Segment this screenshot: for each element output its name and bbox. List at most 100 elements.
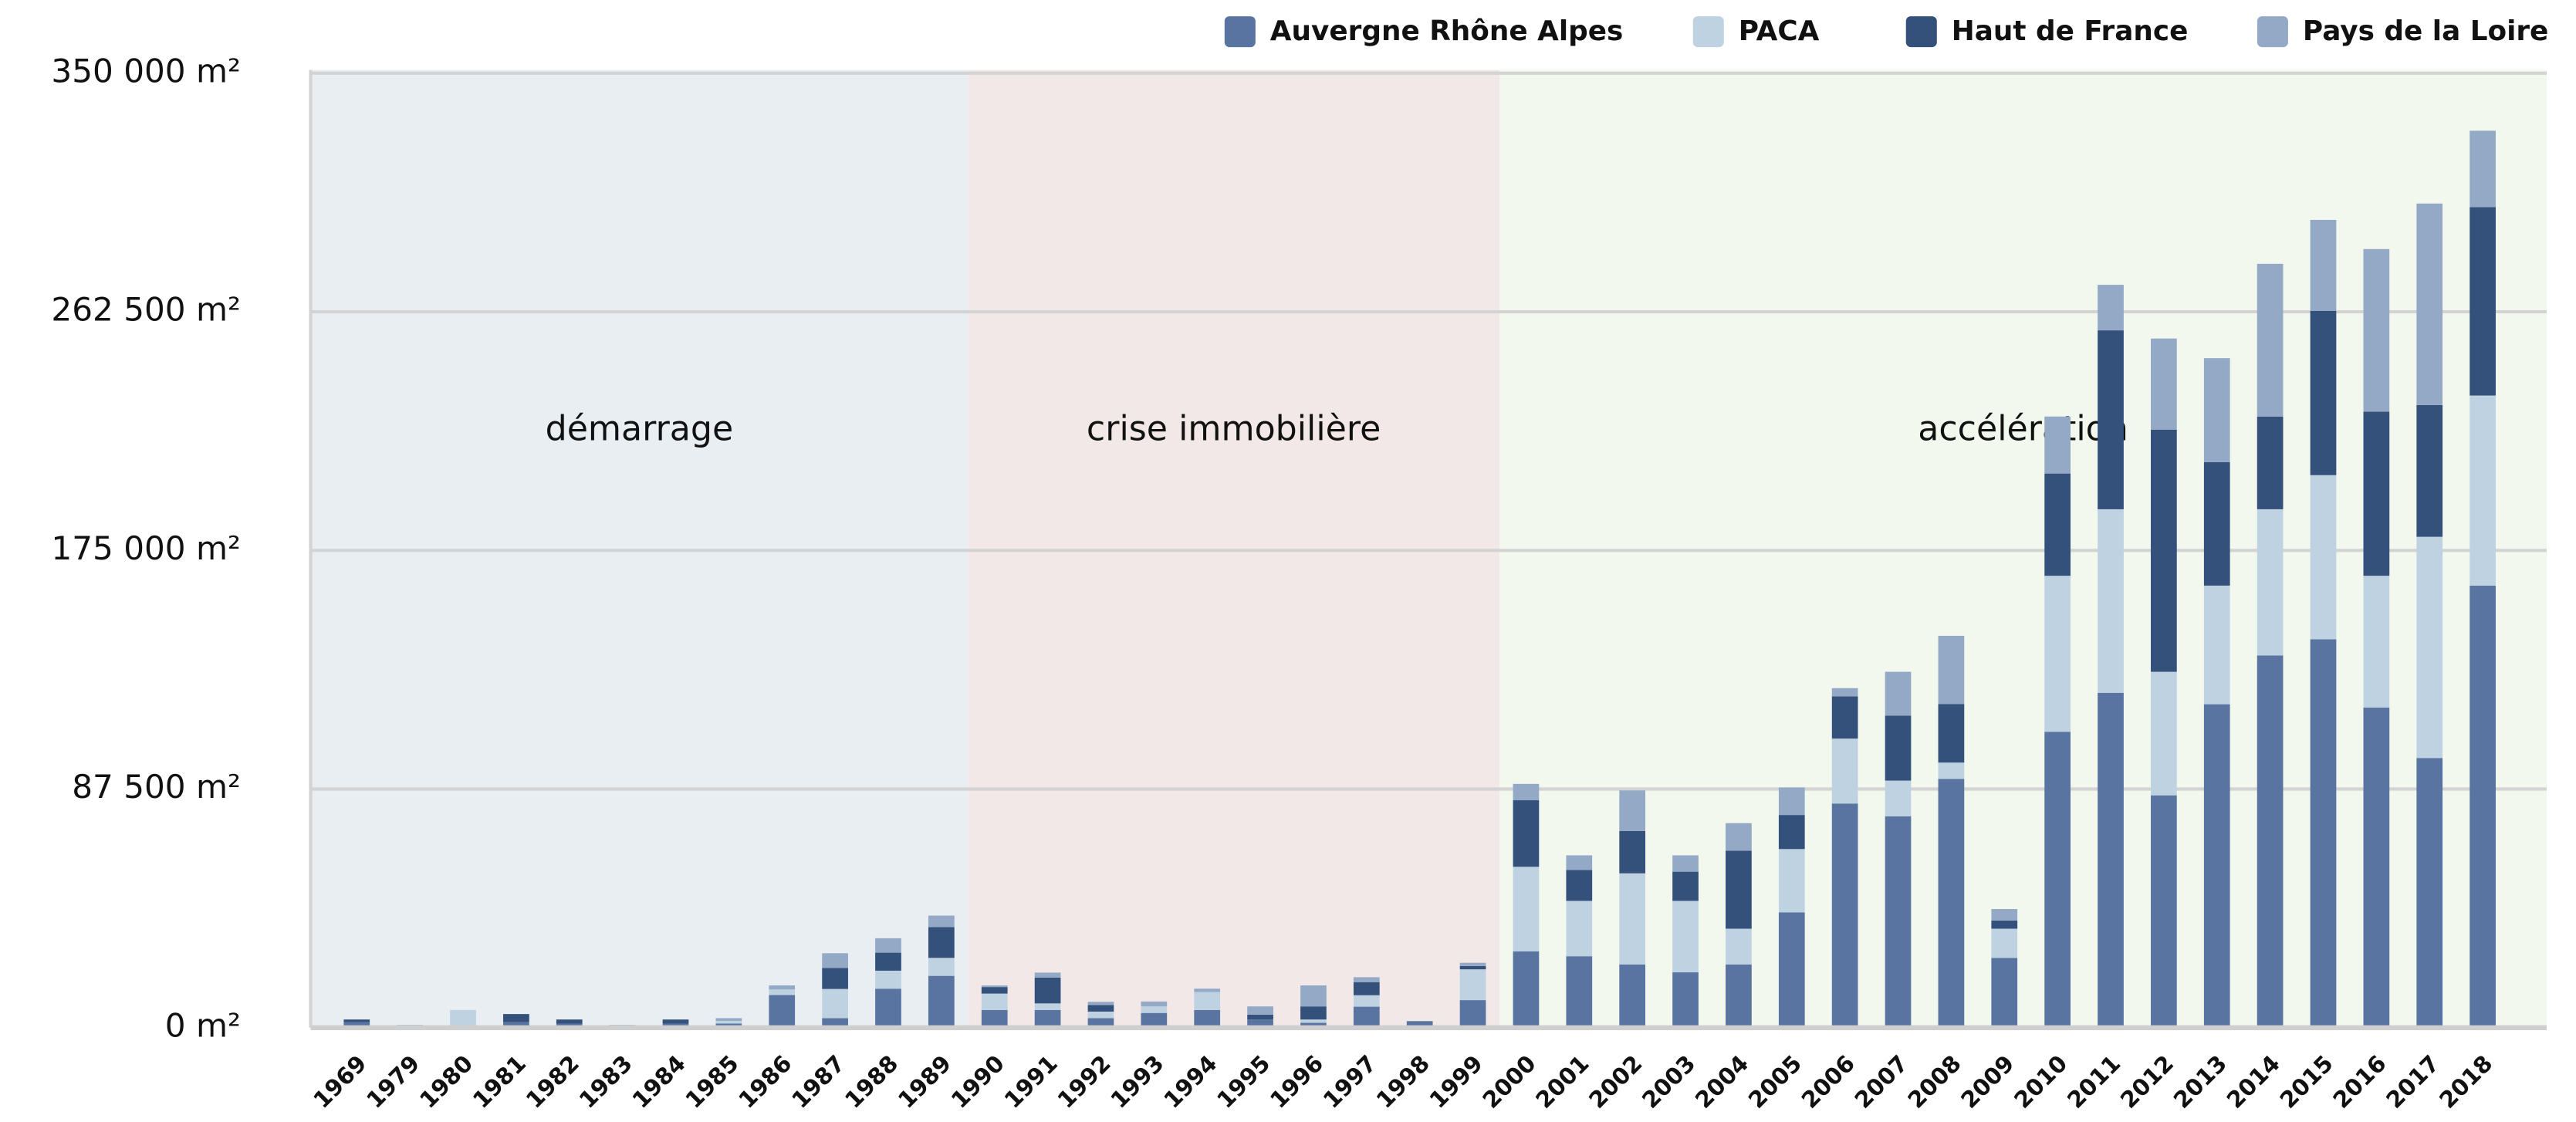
bar-segment [2416,758,2443,1028]
x-tick-label: 2000 [1478,1050,1541,1114]
bar-segment [1566,901,1593,957]
x-tick-label: 1979 [361,1050,424,1114]
bar-segment [822,968,848,989]
bar-segment [2098,330,2124,509]
bar-segment [1406,1021,1433,1028]
bar-segment [1619,964,1646,1028]
x-tick-label: 2013 [2169,1050,2232,1114]
x-tick-label: 2004 [1690,1050,1753,1114]
bar-segment [1991,920,2018,929]
bar-segment [1513,783,1540,801]
x-tick-label: 1999 [1425,1050,1488,1114]
x-tick-label: 1997 [1318,1050,1381,1114]
bar-segment [2257,509,2284,656]
legend-label: Pays de la Loire [2303,15,2548,47]
bar-segment [1247,1006,1273,1015]
bar-segment [875,938,901,953]
bar-segment [1513,800,1540,867]
x-tick-label: 1992 [1053,1050,1116,1114]
bar-segment [1194,989,1221,992]
x-tick-label: 1990 [946,1050,1009,1114]
bar-segment [1672,855,1699,872]
bar-segment [1087,1002,1114,1005]
legend-swatch [1224,16,1256,48]
bar-segment [1726,823,1752,851]
x-tick-label: 1981 [468,1050,531,1114]
bar-segment [928,927,955,958]
x-tick-label: 1984 [627,1050,691,1114]
bar-segment [1885,715,1912,781]
bar-segment [1034,1009,1061,1028]
x-tick-label: 1969 [309,1050,372,1114]
legend-label: Haut de France [1952,15,2189,47]
x-tick-label: 2018 [2434,1050,2497,1114]
bar-segment [1300,1019,1327,1023]
bar-segment [1672,871,1699,901]
bar-segment [981,1009,1008,1028]
bar-segment [2257,655,2284,1028]
bar-segment [1353,995,1380,1007]
x-tick-label: 1991 [999,1050,1063,1114]
bar-segment [1034,1003,1061,1010]
bar-segment [2310,639,2337,1028]
bar-segment [1513,951,1540,1028]
bar-segment [981,985,1008,988]
bar-segment [715,1018,742,1021]
x-tick-label: 2010 [2009,1050,2072,1114]
x-tick-label: 1980 [414,1050,478,1114]
bar-segment [1619,873,1646,965]
bar-segment [1619,830,1646,874]
bar-segment [1831,688,1858,697]
bar-segment [1778,787,1805,816]
period-label: démarrage [546,409,734,448]
bar-segment [1459,965,1486,970]
bar-segment [1885,816,1912,1028]
bar-segment [1141,1012,1168,1028]
bar-segment [1034,972,1061,978]
bar-segment [2470,130,2496,208]
bar-segment [2044,416,2071,474]
bar-segment [2044,576,2071,732]
x-tick-label: 2007 [1850,1050,1913,1114]
bar-segment [1778,815,1805,850]
legend-swatch [1692,16,1724,48]
bar-segment [2098,692,2124,1028]
bar-segment [769,995,796,1028]
bar-segment [1619,790,1646,831]
bar-segment [822,953,848,968]
x-tick-label: 2003 [1637,1050,1700,1114]
x-tick-label: 2014 [2222,1050,2285,1114]
legend-label: Auvergne Rhône Alpes [1270,15,1624,47]
bar-segment [769,989,796,995]
bar-segment [822,989,848,1019]
bar-segment [1938,635,1965,705]
bar-segment [2310,219,2337,312]
period-label: crise immobilière [1087,409,1381,448]
bar-segment [2363,411,2390,576]
bar-segment [981,993,1008,1010]
bar-segment [2470,207,2496,396]
x-tick-label: 1996 [1265,1050,1328,1114]
bar-segment [2416,404,2443,537]
bar-segment [981,987,1008,994]
period-band [1499,69,2547,1028]
bar-segment [2470,585,2496,1028]
x-tick-label: 2016 [2328,1050,2392,1114]
bar-segment [1141,1006,1168,1013]
bar-segment [2098,285,2124,331]
bar-segment [1885,780,1912,816]
bar-segment [1938,779,1965,1028]
bar-segment [1726,964,1752,1028]
bar-segment [2098,509,2124,693]
bar-segment [2203,585,2230,705]
period-band [310,69,969,1028]
period-band [968,69,1499,1028]
bar-segment [2310,311,2337,475]
bar-segment [1778,849,1805,913]
x-tick-label: 1994 [1158,1050,1222,1114]
bar-segment [1672,972,1699,1028]
bar-segment [1247,1019,1273,1028]
bar-segment [2470,395,2496,586]
legend-swatch [2257,16,2288,48]
